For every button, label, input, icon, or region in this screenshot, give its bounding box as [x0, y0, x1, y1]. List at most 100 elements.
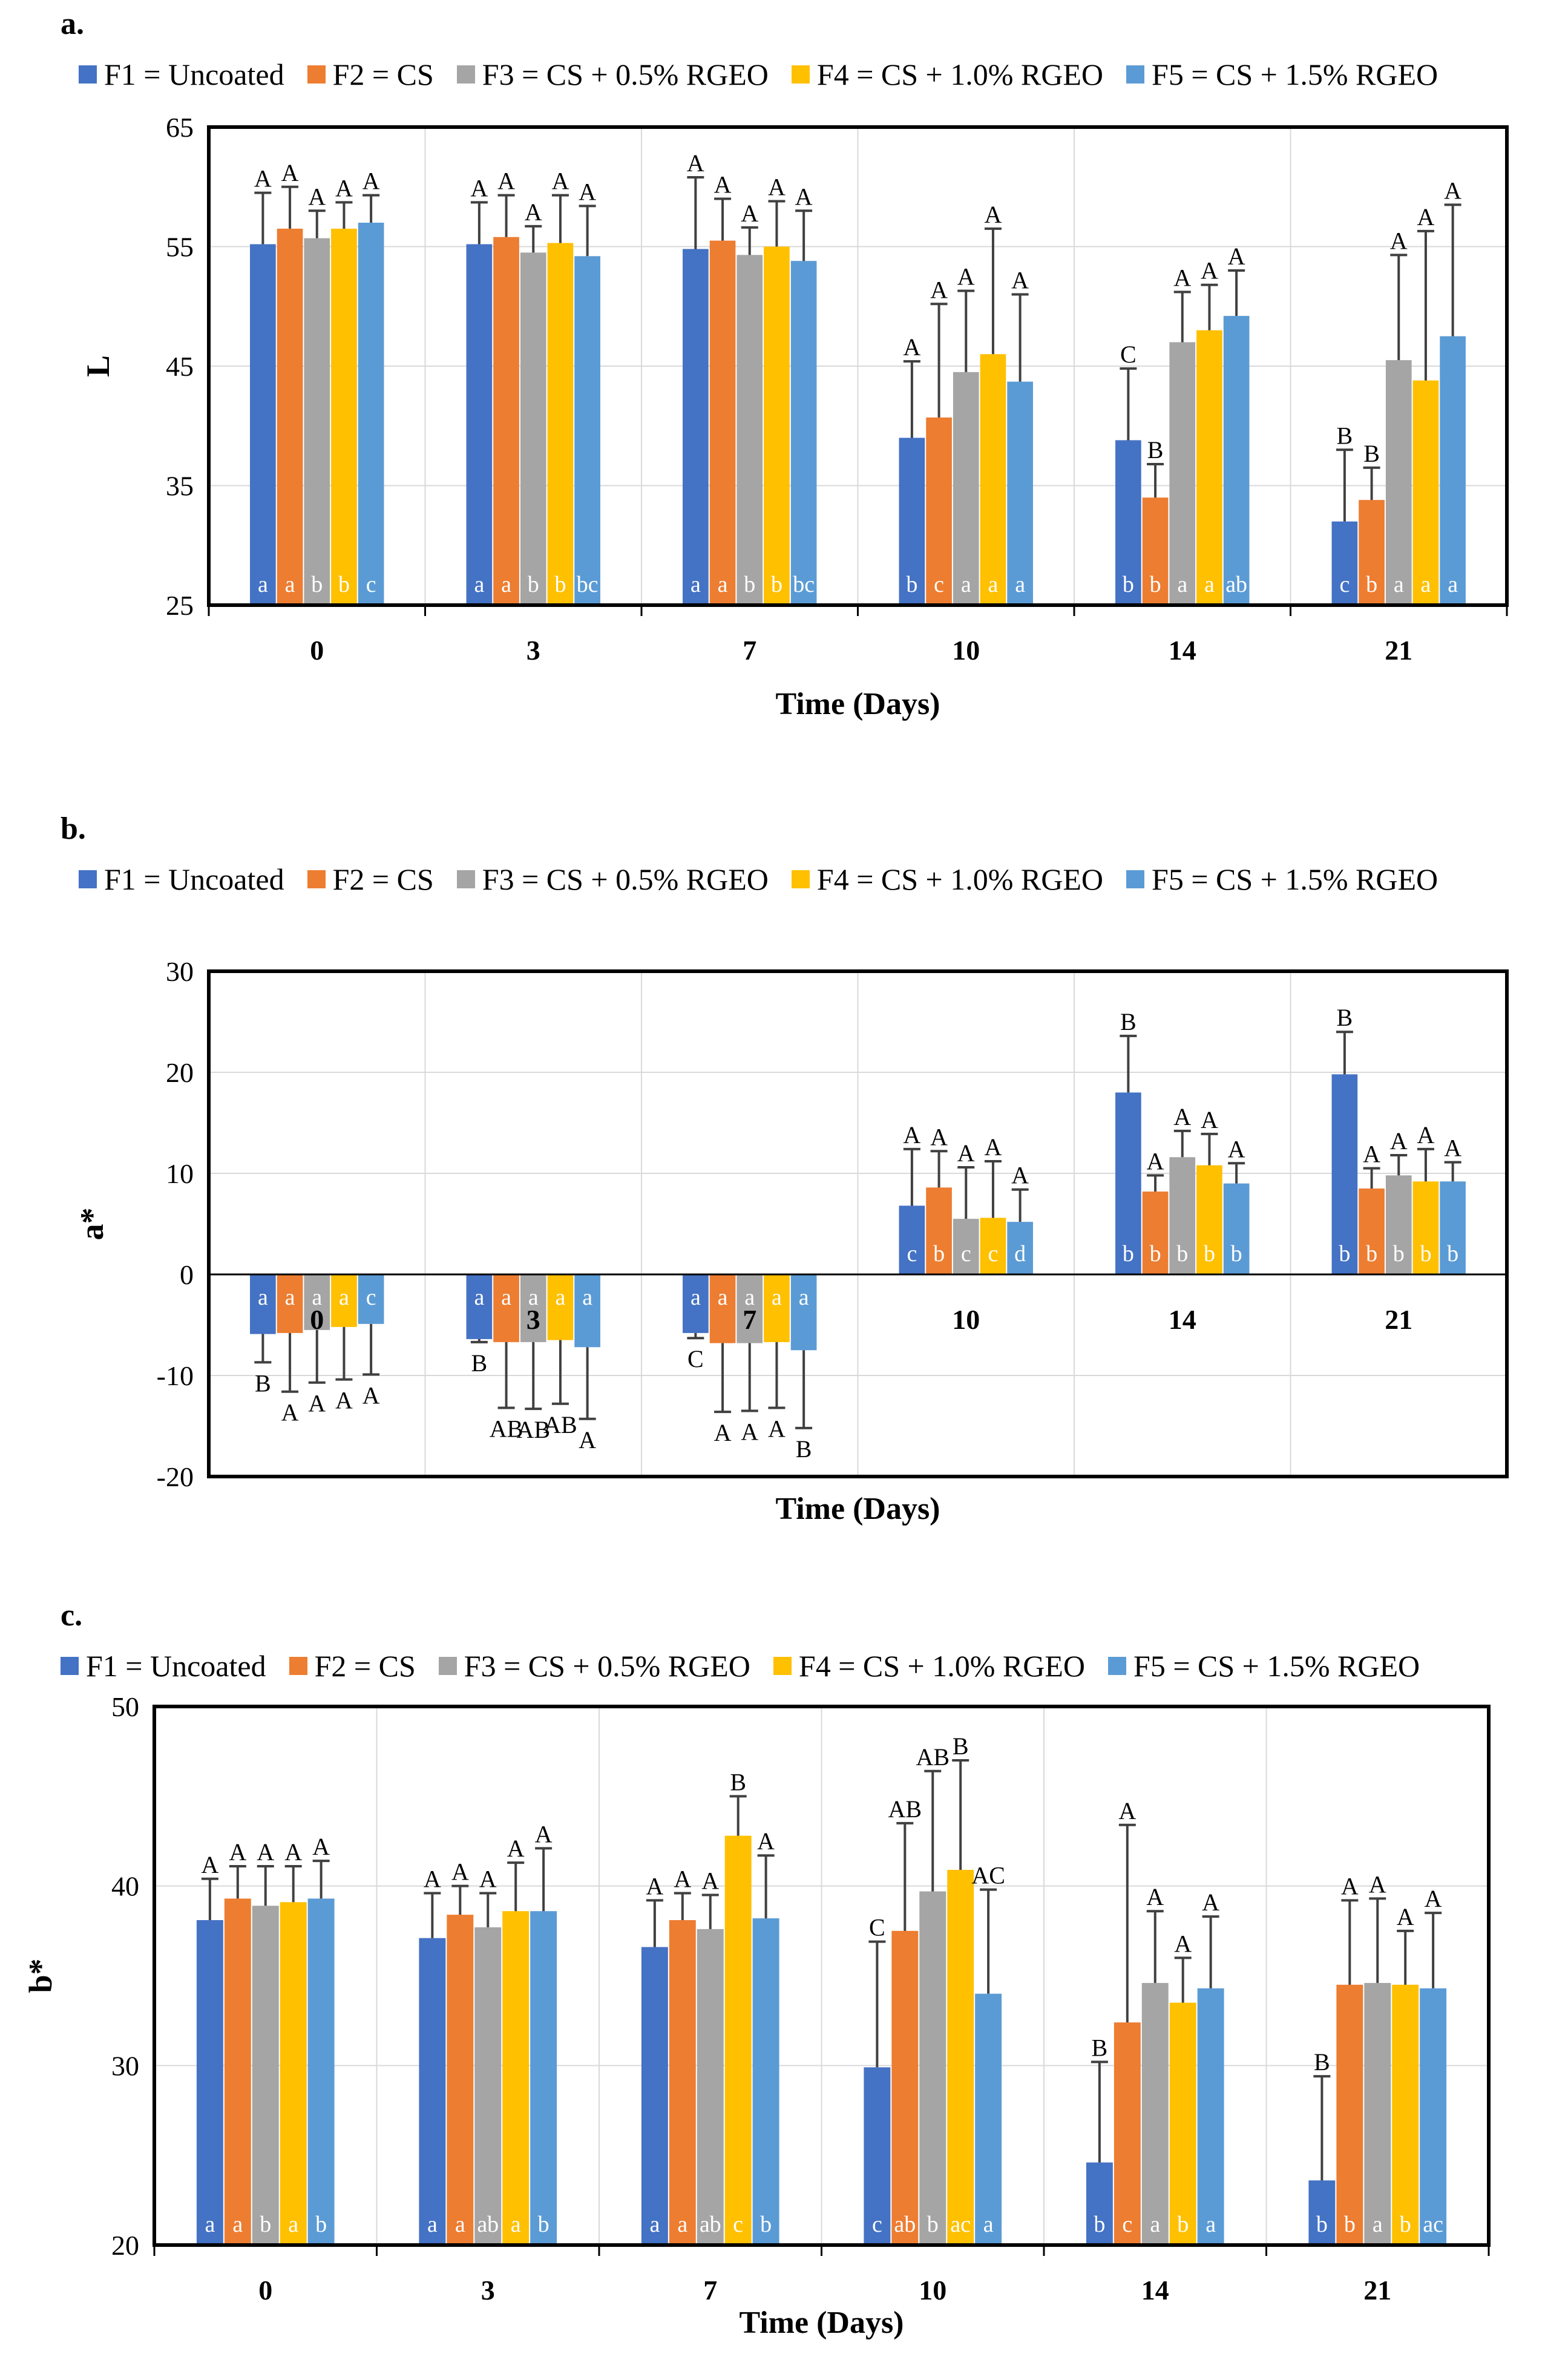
legend-swatch-f2: [307, 65, 326, 84]
significance-letter-inner: a: [772, 1285, 782, 1310]
significance-letter-upper: A: [281, 159, 299, 186]
legend-item-f5: F5 = CS + 1.5% RGEO: [1108, 1648, 1420, 1683]
significance-letter-upper: C: [1120, 341, 1137, 368]
significance-letter-upper: A: [579, 1426, 596, 1454]
legend-label-f1: F1 = Uncoated: [104, 862, 284, 896]
bar-f4: [947, 1869, 974, 2245]
significance-letter-upper: A: [308, 183, 326, 210]
significance-letter-inner: b: [760, 2212, 772, 2237]
legend-label-f1: F1 = Uncoated: [104, 57, 284, 91]
significance-letter-inner: a: [1177, 572, 1187, 597]
significance-letter-inner: a: [232, 2212, 243, 2237]
significance-letter-upper: A: [479, 1866, 497, 1893]
bar-f4: [547, 243, 574, 605]
significance-letter-upper: A: [1011, 267, 1029, 294]
legend-item-f5: F5 = CS + 1.5% RGEO: [1126, 57, 1438, 92]
legend: F1 = Uncoated F2 = CS F3 = CS + 0.5% RGE…: [79, 53, 1461, 96]
x-tick-label: 21: [1385, 635, 1412, 666]
bar-chart-L: 2535455565AaAaAbAbAc0AaAaAbAbAbc3AaAaAbA…: [80, 112, 1509, 721]
bar-f1: [899, 438, 925, 605]
y-axis-title: a*: [74, 1208, 110, 1241]
legend-item-f4: F4 = CS + 1.0% RGEO: [791, 57, 1104, 92]
legend-label-f5: F5 = CS + 1.5% RGEO: [1133, 1649, 1420, 1683]
significance-letter-upper: B: [1337, 1004, 1353, 1031]
bar-f5: [975, 1993, 1002, 2245]
bar-f2: [1359, 1188, 1385, 1274]
bar-f4: [724, 1835, 752, 2245]
bar-f2: [277, 1274, 303, 1333]
significance-letter-inner: a: [312, 1285, 322, 1310]
legend-swatch-f5: [1108, 1657, 1127, 1675]
significance-letter-inner: a: [339, 1285, 349, 1310]
significance-letter-inner: a: [677, 2212, 687, 2237]
significance-letter-inner: c: [733, 2212, 743, 2237]
significance-letter-upper: B: [1314, 2048, 1330, 2076]
bar-f2: [493, 237, 519, 605]
significance-letter-inner: a: [258, 1285, 268, 1310]
significance-letter-inner: ab: [1225, 572, 1247, 597]
bar-f1: [250, 1274, 276, 1334]
x-axis-title: Time (Days): [739, 2306, 904, 2340]
significance-letter-upper: A: [1201, 1106, 1218, 1133]
significance-letter-upper: A: [1363, 1141, 1380, 1168]
x-axis-title: Time (Days): [775, 687, 940, 721]
bar-f4: [764, 1274, 790, 1342]
significance-letter-inner: b: [1123, 572, 1134, 597]
legend-item-f1: F1 = Uncoated: [79, 57, 284, 92]
panel-label: c.: [61, 1598, 83, 1633]
bar-f2: [926, 1187, 952, 1274]
bar-f2: [1114, 2022, 1141, 2245]
plot-frame: [153, 1705, 1491, 2247]
significance-letter-upper: A: [1397, 1903, 1414, 1930]
significance-letter-upper: A: [362, 1382, 380, 1409]
significance-letter-upper: A: [281, 1399, 299, 1426]
significance-letter-upper: A: [579, 178, 596, 205]
significance-letter-inner: a: [961, 572, 971, 597]
significance-letter-inner: a: [1373, 2212, 1383, 2237]
bar-f1: [1115, 440, 1141, 605]
legend-label-f2: F2 = CS: [332, 57, 434, 91]
y-tick-label: -20: [157, 1461, 194, 1492]
significance-letter-inner: a: [1448, 572, 1458, 597]
chart-panel-a: a. F1 = Uncoated F2 = CS F3 = CS + 0.5% …: [0, 0, 1568, 756]
legend-swatch-f5: [1126, 65, 1145, 84]
significance-letter-upper: A: [903, 333, 920, 361]
significance-letter-inner: b: [528, 572, 539, 597]
y-tick-label: 35: [166, 471, 194, 502]
significance-letter-upper: B: [1147, 436, 1164, 464]
significance-letter-upper: A: [768, 173, 786, 200]
significance-letter-upper: A: [451, 1858, 469, 1886]
bar-f4: [1412, 380, 1439, 605]
significance-letter-inner: b: [1316, 2212, 1328, 2237]
significance-letter-upper: B: [471, 1349, 488, 1377]
significance-letter-upper: A: [1118, 1797, 1136, 1824]
significance-letter-upper: A: [424, 1866, 441, 1893]
bar-f3: [1385, 360, 1412, 605]
significance-letter-inner: a: [983, 2212, 994, 2237]
significance-letter-inner: b: [338, 572, 350, 597]
bar-f4: [1169, 2002, 1196, 2245]
x-tick-label: 7: [703, 2275, 717, 2306]
bar-f5: [1440, 336, 1466, 605]
significance-letter-inner: b: [771, 572, 782, 597]
bar-f1: [641, 1947, 668, 2245]
significance-letter-upper: A: [1425, 1885, 1442, 1912]
y-axis-title: L: [80, 355, 116, 377]
legend-swatch-f2: [307, 870, 326, 888]
significance-letter-upper: A: [1417, 203, 1434, 231]
significance-letter-inner: c: [988, 1241, 999, 1267]
legend-label-f4: F4 = CS + 1.0% RGEO: [816, 57, 1104, 91]
significance-letter-inner: b: [744, 572, 755, 597]
significance-letter-inner: a: [474, 1285, 484, 1310]
bar-f4: [547, 1274, 574, 1340]
significance-letter-inner: a: [427, 2212, 438, 2237]
bar-f3: [474, 1927, 502, 2245]
significance-letter-inner: a: [744, 1285, 755, 1310]
significance-letter-upper: A: [1174, 1930, 1192, 1957]
significance-letter-upper: A: [1202, 1889, 1219, 1916]
bar-f5: [752, 1918, 779, 2245]
significance-letter-upper: A: [957, 263, 975, 290]
bar-f5: [1440, 1181, 1466, 1274]
significance-letter-inner: a: [691, 1285, 701, 1310]
legend-swatch-f4: [773, 1657, 792, 1675]
